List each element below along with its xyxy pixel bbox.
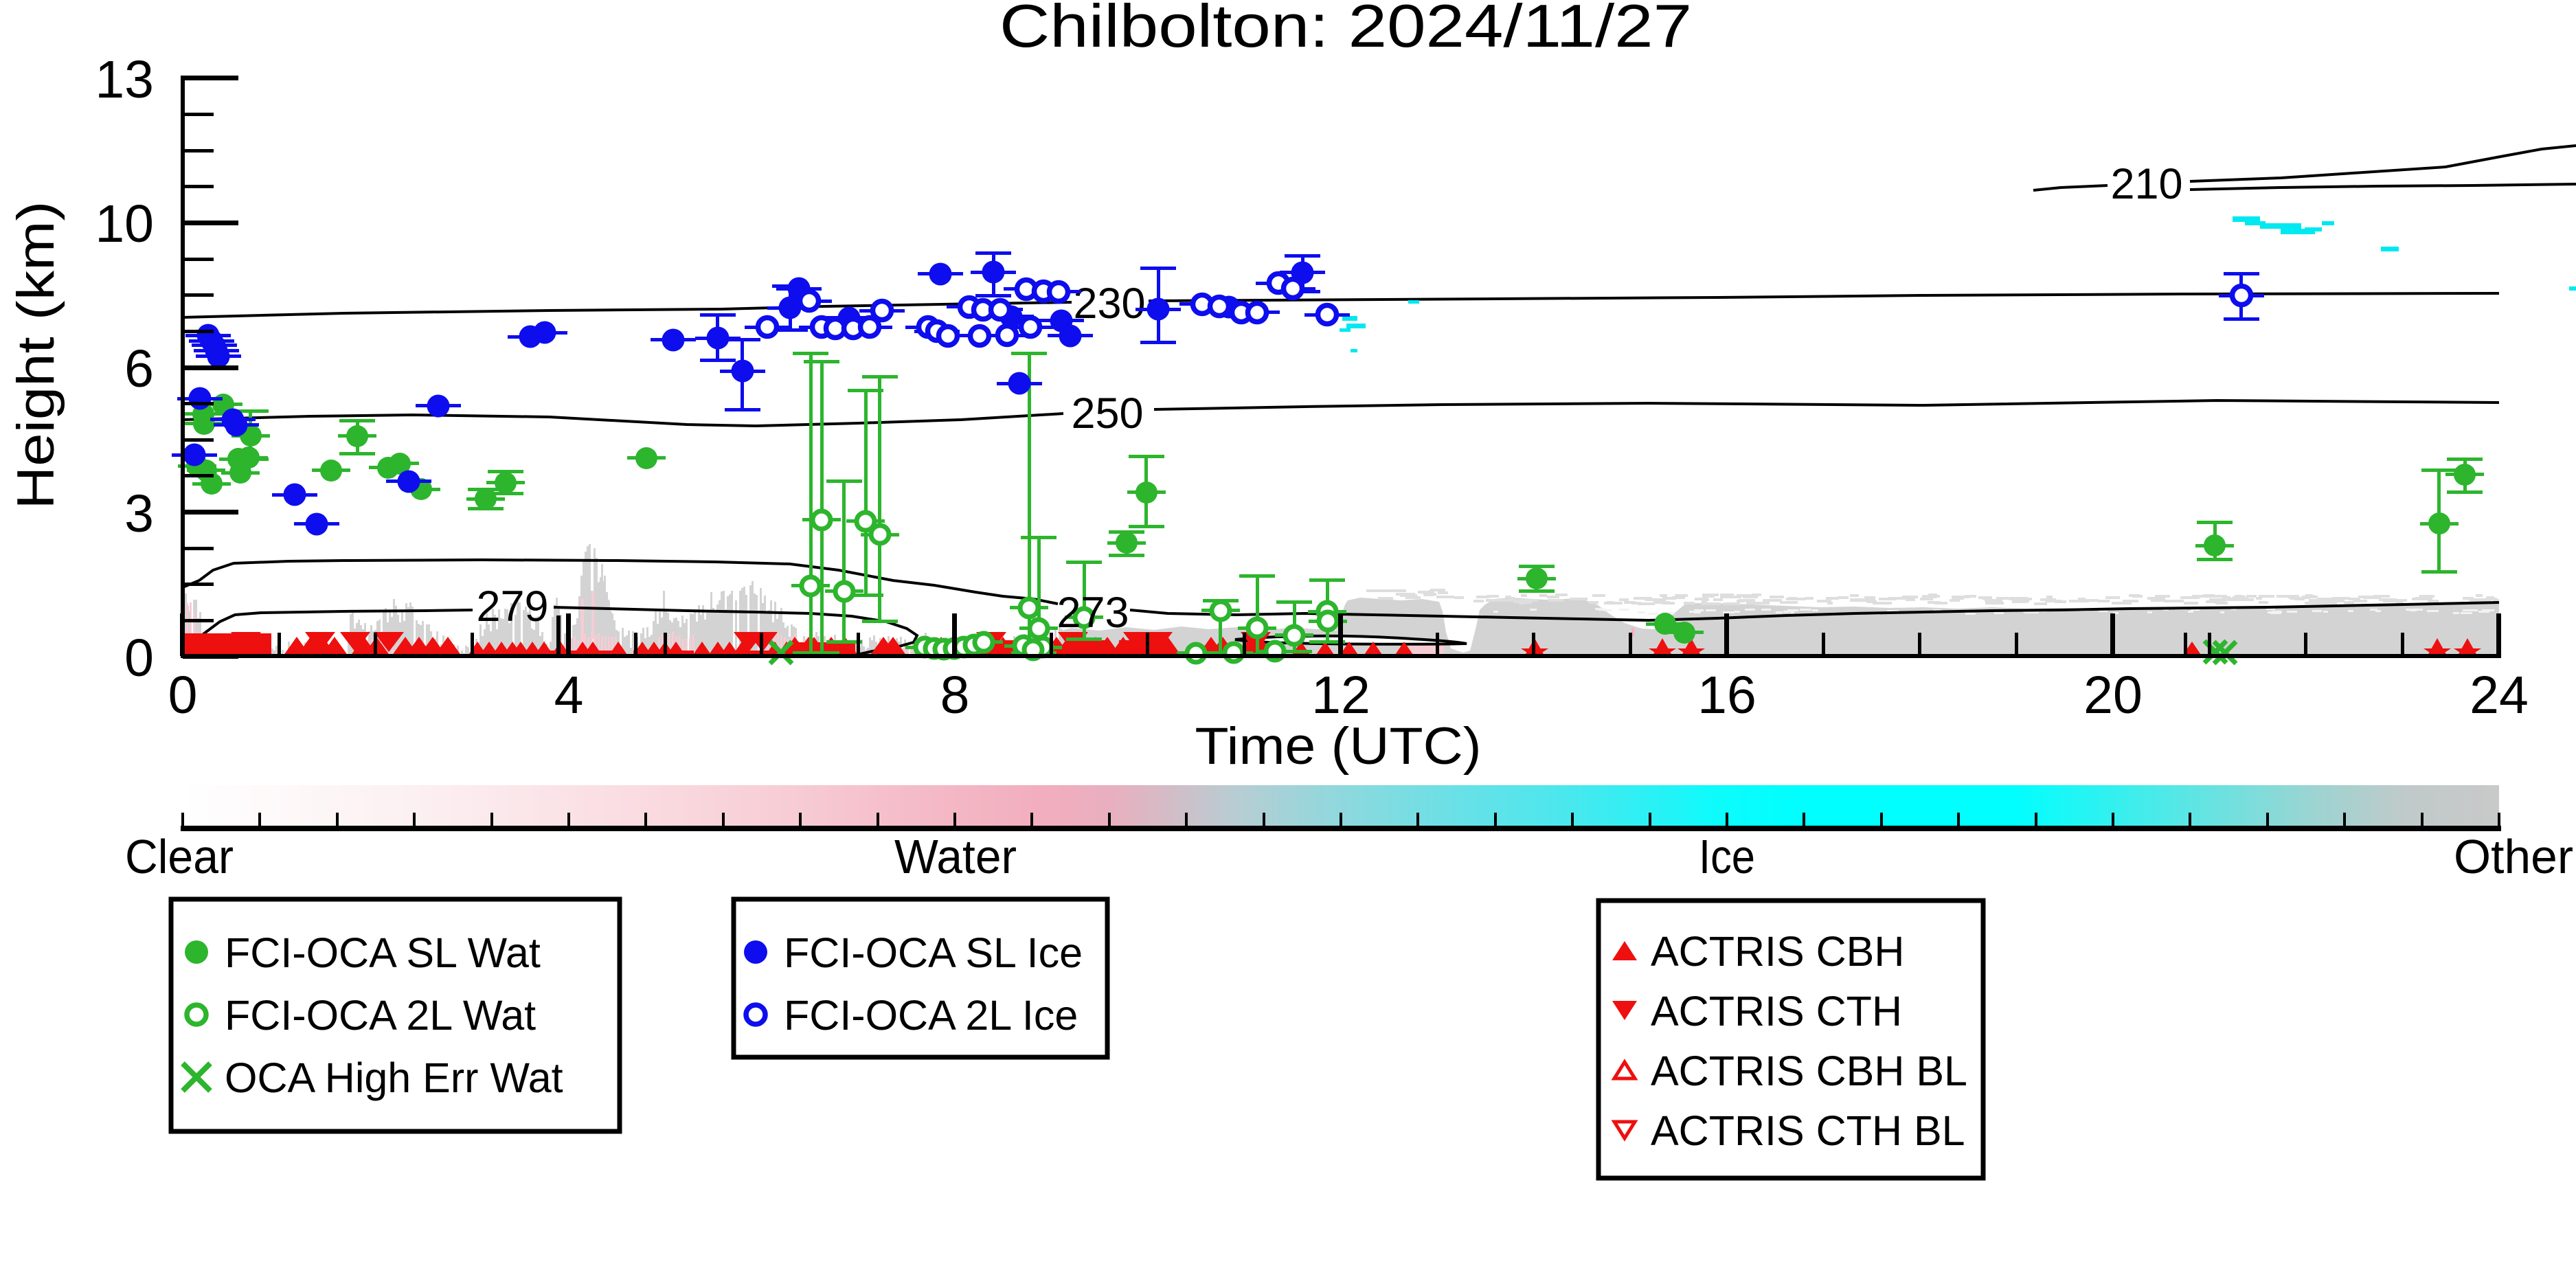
svg-text:8: 8	[940, 666, 970, 725]
svg-text:250: 250	[1071, 389, 1143, 438]
svg-text:3: 3	[124, 484, 154, 543]
svg-text:ACTRIS CTH: ACTRIS CTH	[1651, 988, 1902, 1035]
svg-text:279: 279	[476, 583, 548, 631]
svg-text:Chilbolton: 2024/11/27: Chilbolton: 2024/11/27	[999, 0, 1692, 60]
svg-text:20: 20	[2083, 666, 2143, 725]
svg-text:16: 16	[1697, 666, 1756, 725]
svg-text:Clear: Clear	[125, 830, 234, 883]
svg-text:FCI-OCA SL Ice: FCI-OCA SL Ice	[784, 929, 1083, 976]
svg-text:Water: Water	[894, 830, 1017, 883]
svg-text:0: 0	[124, 629, 154, 688]
svg-text:230: 230	[1073, 280, 1145, 328]
svg-text:ACTRIS CBH BL: ACTRIS CBH BL	[1651, 1048, 1967, 1094]
svg-text:4: 4	[554, 666, 584, 725]
svg-text:Height (km): Height (km)	[7, 201, 65, 510]
svg-text:FCI-OCA SL Wat: FCI-OCA SL Wat	[225, 929, 541, 976]
svg-text:6: 6	[124, 339, 154, 398]
svg-text:13: 13	[95, 50, 154, 109]
svg-text:ACTRIS CTH BL: ACTRIS CTH BL	[1651, 1107, 1965, 1154]
svg-text:Time (UTC): Time (UTC)	[1195, 717, 1482, 776]
svg-text:OCA High Err Wat: OCA High Err Wat	[225, 1054, 563, 1101]
svg-text:Ice: Ice	[1699, 830, 1755, 883]
svg-text:210: 210	[2110, 160, 2182, 208]
svg-text:ACTRIS CBH: ACTRIS CBH	[1651, 928, 1904, 975]
svg-text:24: 24	[2470, 666, 2529, 725]
svg-text:12: 12	[1311, 666, 1370, 725]
svg-text:0: 0	[168, 666, 198, 725]
svg-text:FCI-OCA 2L Ice: FCI-OCA 2L Ice	[784, 992, 1078, 1039]
svg-text:10: 10	[95, 194, 154, 253]
svg-text:Other: Other	[2454, 830, 2573, 883]
svg-text:273: 273	[1057, 589, 1129, 637]
svg-text:FCI-OCA 2L Wat: FCI-OCA 2L Wat	[225, 992, 536, 1039]
